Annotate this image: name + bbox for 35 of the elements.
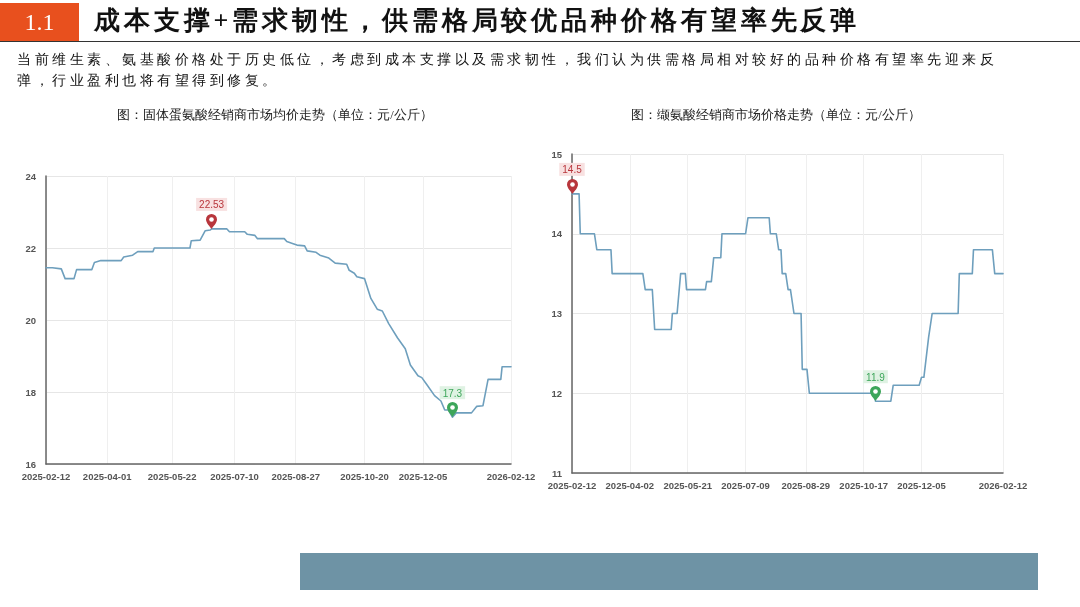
x-tick-label: 2025-10-17 (839, 479, 888, 491)
x-tick-label: 2025-10-20 (340, 470, 389, 482)
annotation: 17.3 (442, 387, 463, 399)
x-tick-label: 2025-04-02 (605, 479, 655, 491)
y-tick-label: 12 (551, 387, 562, 399)
x-tick-label: 2025-05-21 (663, 479, 713, 491)
x-tick-label: 2025-12-05 (897, 479, 947, 491)
annotation: 14.5 (562, 164, 583, 176)
y-tick-label: 20 (25, 314, 36, 326)
x-tick-label: 2025-05-22 (147, 470, 197, 482)
annotation: 11.9 (866, 371, 886, 383)
text: 当前维生素、氨基酸价格处于历史低位，考虑到成本支撑以及需求韧性，我们认为供需格局相对较好的品种价格有望率先迎来反弹，行业盈利也将有望得到修复。 (17, 51, 997, 90)
y-tick-label: 18 (25, 386, 36, 398)
text: 成本支撑+需求韧性，供需格局较优品种价格有望率先反弹 (94, 5, 861, 37)
x-tick-label: 2025-12-05 (398, 470, 449, 482)
chart-title: 图：固体蛋氨酸经销商市场均价走势（单位：元/公斤） (117, 107, 433, 122)
y-tick-label: 15 (551, 148, 563, 160)
y-tick-label: 16 (25, 458, 36, 470)
y-tick-label: 22 (25, 242, 36, 254)
section-tag: 1.1 (0, 3, 79, 41)
chart-title: 图：缬氨酸经销商市场价格走势（单位：元/公斤） (631, 107, 921, 122)
x-tick-label: 2026-02-12 (978, 479, 1028, 491)
x-tick-label: 2025-04-01 (82, 470, 133, 482)
x-tick-label: 2025-02-12 (547, 479, 597, 491)
y-tick-label: 13 (551, 308, 562, 319)
y-tick-label: 14 (551, 228, 563, 240)
annotation: 22.53 (199, 199, 225, 211)
x-tick-label: 2026-02-12 (486, 470, 536, 482)
x-tick-label: 2025-07-10 (210, 470, 259, 482)
x-tick-label: 2025-02-12 (21, 470, 71, 482)
y-tick-label: 11 (551, 467, 563, 479)
x-tick-label: 2025-08-27 (271, 470, 320, 482)
x-tick-label: 2025-07-09 (721, 479, 770, 491)
x-tick-label: 2025-08-29 (781, 479, 831, 491)
y-tick-label: 24 (25, 170, 37, 182)
